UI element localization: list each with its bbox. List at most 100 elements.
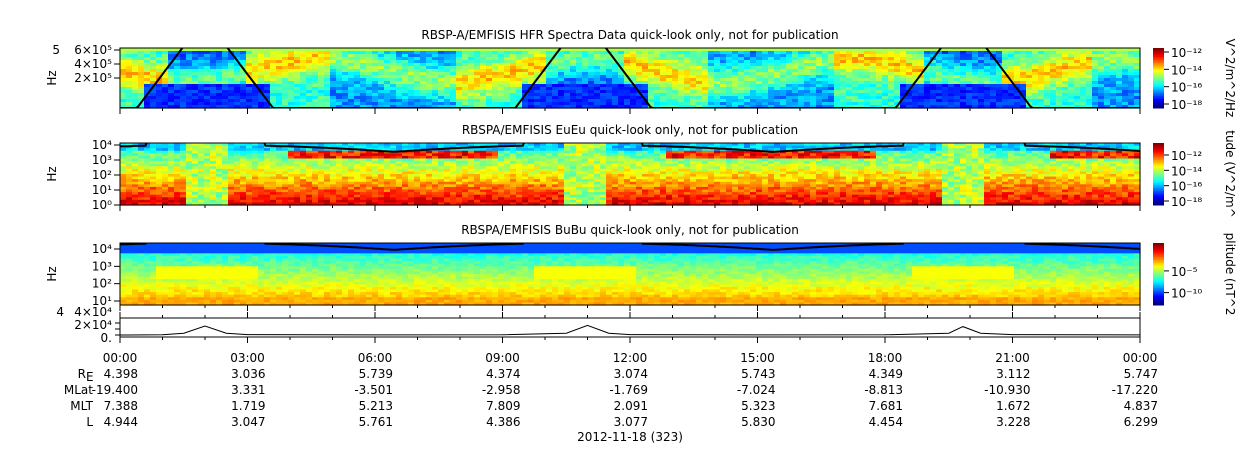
spectrogram-cell bbox=[216, 194, 223, 198]
colorbar-swatch bbox=[1153, 88, 1164, 91]
spectrogram-cell bbox=[138, 75, 145, 79]
spectrogram-cell bbox=[282, 57, 289, 61]
spectrogram-cell bbox=[618, 81, 625, 85]
spectrogram-cell bbox=[450, 78, 457, 82]
spectrogram-cell bbox=[366, 81, 373, 85]
spectrogram-cell bbox=[360, 60, 367, 64]
spectrogram-cell bbox=[258, 161, 265, 165]
spectrogram-cell bbox=[1062, 96, 1069, 100]
spectrogram-cell bbox=[936, 57, 943, 61]
spectrogram-cell bbox=[282, 48, 289, 52]
spectrogram-cell bbox=[390, 148, 397, 152]
spectrogram-cell bbox=[456, 155, 463, 160]
spectrogram-cell bbox=[300, 197, 307, 201]
spectrogram-cell bbox=[732, 105, 739, 109]
spectrogram-cell bbox=[402, 87, 409, 91]
spectrogram-cell bbox=[252, 81, 259, 85]
spectrogram-cell bbox=[882, 60, 889, 64]
spectrogram-cell bbox=[474, 197, 481, 201]
spectrogram-cell bbox=[714, 60, 721, 64]
spectrogram-cell bbox=[942, 60, 949, 64]
spectrogram-cell bbox=[522, 51, 529, 55]
spectrogram-cell bbox=[318, 166, 325, 170]
spectrogram-cell bbox=[786, 72, 793, 76]
spectrogram-cell bbox=[480, 143, 487, 147]
spectrogram-cell bbox=[360, 84, 367, 88]
spectrogram-cell bbox=[318, 48, 325, 52]
spectrogram-cell bbox=[288, 48, 295, 52]
spectrogram-cell bbox=[594, 54, 601, 58]
spectrogram-cell bbox=[1062, 69, 1069, 73]
spectrogram-cell bbox=[1056, 93, 1063, 97]
spectrogram-cell bbox=[288, 202, 295, 206]
spectrogram-cell bbox=[384, 57, 391, 61]
spectrogram-cell bbox=[582, 60, 589, 64]
spectrogram-cell bbox=[168, 81, 175, 85]
spectrogram-cell bbox=[366, 75, 373, 79]
spectrogram-cell bbox=[408, 48, 415, 52]
spectrogram-cell bbox=[1134, 66, 1141, 70]
spectrogram-cell bbox=[366, 60, 373, 64]
spectrogram-cell bbox=[306, 57, 313, 61]
spectrogram-cell bbox=[1116, 84, 1123, 88]
spectrogram-cell bbox=[1062, 99, 1069, 103]
spectrogram-cell bbox=[762, 54, 769, 58]
spectrogram-cell bbox=[750, 84, 757, 88]
spectrogram-cell bbox=[606, 66, 613, 70]
spectrogram-cell bbox=[168, 202, 175, 206]
spectrogram-cell bbox=[1074, 69, 1081, 73]
spectrogram-cell bbox=[942, 93, 949, 97]
spectrogram-cell bbox=[456, 84, 463, 88]
spectrogram-cell bbox=[330, 197, 337, 201]
spectrogram-cell bbox=[726, 90, 733, 94]
spectrogram-cell bbox=[498, 81, 505, 85]
spectrogram-cell bbox=[246, 66, 253, 70]
spectrogram-cell bbox=[1086, 78, 1093, 82]
spectrogram-cell bbox=[528, 81, 535, 85]
spectrogram-cell bbox=[150, 168, 157, 173]
spectrogram-cell bbox=[810, 96, 817, 100]
spectrogram-cell bbox=[438, 75, 445, 79]
spectrogram-cell bbox=[654, 66, 661, 70]
spectrogram-cell bbox=[780, 63, 787, 67]
spectrogram-cell bbox=[570, 48, 577, 52]
spectrogram-cell bbox=[342, 158, 349, 162]
spectrogram-cell bbox=[756, 78, 763, 82]
spectrogram-cell bbox=[738, 48, 745, 52]
spectrogram-cell bbox=[366, 197, 373, 201]
spectrogram-cell bbox=[438, 84, 445, 88]
spectrogram-cell bbox=[534, 75, 541, 79]
spectrogram-cell bbox=[366, 99, 373, 103]
spectrogram-cell bbox=[1062, 54, 1069, 58]
spectrogram-cell bbox=[402, 179, 409, 183]
spectrogram-cell bbox=[186, 102, 193, 106]
spectrogram-cell bbox=[996, 75, 1003, 79]
spectrogram-cell bbox=[366, 54, 373, 58]
spectrogram-cell bbox=[168, 186, 175, 191]
spectrogram-cell bbox=[462, 171, 469, 175]
spectrogram-cell bbox=[276, 99, 283, 103]
spectrogram-cell bbox=[546, 75, 553, 79]
spectrogram-cell bbox=[432, 143, 439, 147]
spectrogram-cell bbox=[888, 81, 895, 85]
spectrogram-cell bbox=[984, 78, 991, 82]
spectrogram-cell bbox=[234, 99, 241, 103]
spectrogram-cell bbox=[192, 63, 199, 67]
spectrogram-cell bbox=[396, 202, 403, 206]
colorbar-swatch bbox=[1153, 72, 1164, 74]
spectrogram-cell bbox=[1044, 51, 1051, 55]
spectrogram-cell bbox=[672, 57, 679, 61]
spectrogram-cell bbox=[120, 148, 127, 152]
spectrogram-cell bbox=[552, 63, 559, 67]
spectrogram-cell bbox=[906, 72, 913, 76]
spectrogram-cell bbox=[924, 48, 931, 52]
spectrogram-cell bbox=[426, 75, 433, 79]
spectrogram-cell bbox=[1038, 93, 1045, 97]
spectrogram-cell bbox=[390, 192, 397, 196]
spectrogram-cell bbox=[810, 93, 817, 97]
spectrogram-cell bbox=[228, 184, 235, 188]
spectrogram-cell bbox=[384, 96, 391, 100]
spectrogram-cell bbox=[210, 102, 217, 106]
spectrogram-cell bbox=[570, 60, 577, 64]
spectrogram-cell bbox=[474, 87, 481, 91]
